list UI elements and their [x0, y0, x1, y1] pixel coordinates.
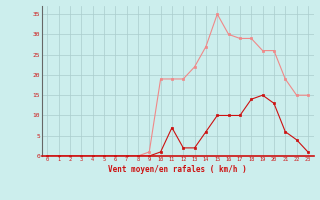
- X-axis label: Vent moyen/en rafales ( km/h ): Vent moyen/en rafales ( km/h ): [108, 165, 247, 174]
